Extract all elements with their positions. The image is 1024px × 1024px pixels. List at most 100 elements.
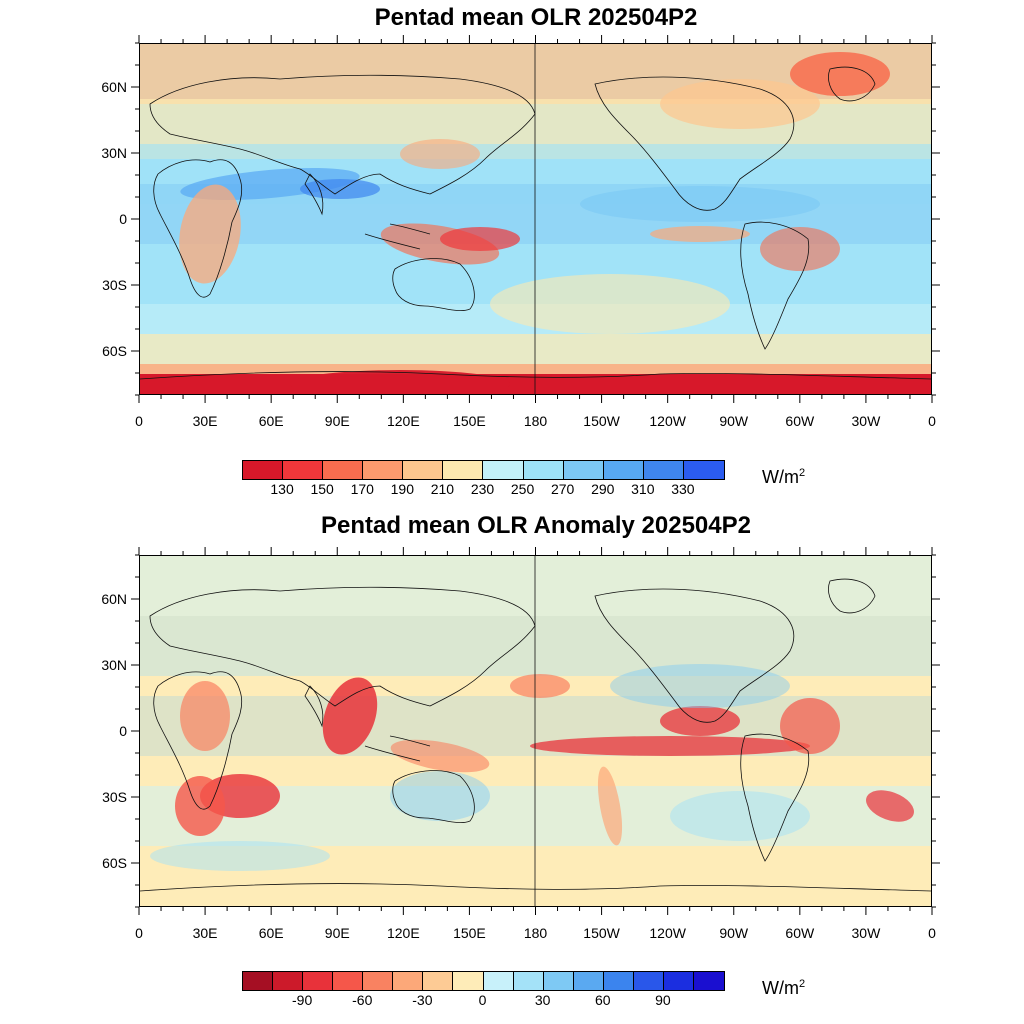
coastline	[153, 671, 243, 810]
lon-tick-label: 150W	[583, 925, 620, 941]
anomaly-colorbar	[242, 971, 725, 991]
field-shade	[530, 736, 810, 756]
field-shade	[790, 52, 890, 96]
lat-tick-label: 30N	[101, 657, 127, 673]
coastline	[153, 159, 243, 298]
lon-tick-label: 30W	[852, 925, 882, 941]
colorbar-swatch	[453, 972, 484, 990]
coastline	[828, 578, 876, 614]
colorbar-tick-label: 150	[310, 481, 334, 497]
field-shade	[760, 227, 840, 271]
field-shade	[150, 841, 330, 871]
coastline	[304, 685, 324, 728]
colorbar-swatch	[693, 972, 724, 990]
field-band	[140, 616, 931, 676]
colorbar-swatch	[543, 972, 574, 990]
lon-tick-label: 0	[135, 925, 143, 941]
lat-tick-label: 60N	[101, 79, 127, 95]
lon-tick-label: 0	[135, 413, 143, 429]
field-shade	[580, 186, 820, 222]
coastline	[149, 74, 536, 195]
olr-colorbar-units: W/m2	[762, 467, 806, 487]
lat-tick-label: 30S	[102, 277, 127, 293]
colorbar-tick-label: -90	[292, 992, 313, 1008]
lat-tick-label: 30N	[101, 145, 127, 161]
lon-tick-label: 150W	[583, 413, 620, 429]
lat-tick-label: 0	[119, 211, 127, 227]
coastline	[149, 586, 536, 707]
coastline	[740, 733, 810, 862]
coastline	[304, 173, 324, 216]
field-shade	[866, 790, 914, 822]
field-shade	[440, 227, 520, 251]
lat-tick-label: 60N	[101, 591, 127, 607]
coastline	[828, 66, 876, 102]
colorbar-swatch	[423, 972, 454, 990]
field-shade	[650, 226, 750, 242]
lon-tick-label: 120W	[649, 925, 686, 941]
colorbar-tick-label: 330	[671, 481, 695, 497]
colorbar-tick-label: 290	[591, 481, 615, 497]
field-band	[140, 556, 931, 616]
colorbar-swatch	[513, 972, 544, 990]
colorbar-swatch	[563, 461, 604, 479]
colorbar-swatch	[603, 461, 644, 479]
coastline	[140, 371, 931, 380]
coastline	[594, 588, 795, 723]
colorbar-swatch	[363, 461, 404, 479]
colorbar-swatch	[243, 972, 274, 990]
olr-panel: Pentad mean OLR 202504P2 0 30E 60E 90E 120E 1…	[0, 0, 1024, 500]
olr-map[interactable]	[139, 43, 932, 395]
colorbar-swatch	[363, 972, 394, 990]
colorbar-swatch	[443, 461, 484, 479]
lon-tick-label: 60W	[785, 925, 815, 941]
colorbar-swatch	[273, 972, 304, 990]
lat-tick-label: 60S	[102, 855, 127, 871]
colorbar-tick-label: 130	[270, 481, 294, 497]
colorbar-swatch	[633, 972, 664, 990]
field-shade	[290, 370, 510, 394]
field-shade	[300, 179, 380, 199]
olr-colorbar	[242, 460, 725, 480]
coastline	[140, 883, 931, 892]
field-shade	[660, 79, 820, 129]
coastline	[740, 221, 810, 350]
field-shade	[175, 776, 225, 836]
anomaly-map[interactable]	[139, 555, 932, 907]
field-shade	[322, 677, 378, 755]
colorbar-swatch	[643, 461, 684, 479]
anomaly-panel: Pentad mean OLR Anomaly 202504P2 0 30E 60E…	[0, 512, 1024, 1024]
colorbar-tick-label: 0	[478, 992, 487, 1008]
lon-tick-label: 30E	[193, 925, 218, 941]
lon-tick-label: 120W	[649, 413, 686, 429]
olr-map-field	[140, 44, 931, 394]
coastline	[392, 770, 475, 824]
field-shade	[390, 739, 490, 773]
colorbar-tick-label: 90	[655, 992, 671, 1008]
field-shade	[400, 139, 480, 169]
colorbar-swatch	[483, 972, 514, 990]
colorbar-tick-label: 60	[594, 992, 611, 1008]
colorbar-swatch	[393, 972, 424, 990]
colorbar-swatch	[663, 972, 694, 990]
colorbar-swatch	[603, 972, 634, 990]
colorbar-tick-label: -60	[352, 992, 373, 1008]
lon-tick-label: 90E	[325, 413, 350, 429]
colorbar-swatch	[483, 461, 524, 479]
field-shade	[510, 674, 570, 698]
anomaly-panel-title: Pentad mean OLR Anomaly 202504P2	[321, 512, 751, 539]
colorbar-tick-label: 270	[550, 481, 575, 497]
field-shade	[390, 771, 490, 821]
lon-tick-label: 60E	[259, 413, 284, 429]
colorbar-tick-label: 250	[510, 481, 535, 497]
colorbar-swatch	[243, 461, 284, 479]
lon-tick-label: 120E	[387, 413, 420, 429]
olr-map-axes: 0 30E 60E 90E 120E 150E 180 150W 120W 90W 60W 30W 0 6…	[101, 35, 940, 429]
field-shade	[179, 184, 241, 284]
coastline	[364, 223, 431, 250]
colorbar-tick-label: 170	[350, 481, 374, 497]
colorbar-swatch	[303, 972, 334, 990]
colorbar-swatch	[573, 972, 604, 990]
lon-tick-label: 90W	[719, 925, 749, 941]
lon-tick-label: 90E	[325, 925, 350, 941]
